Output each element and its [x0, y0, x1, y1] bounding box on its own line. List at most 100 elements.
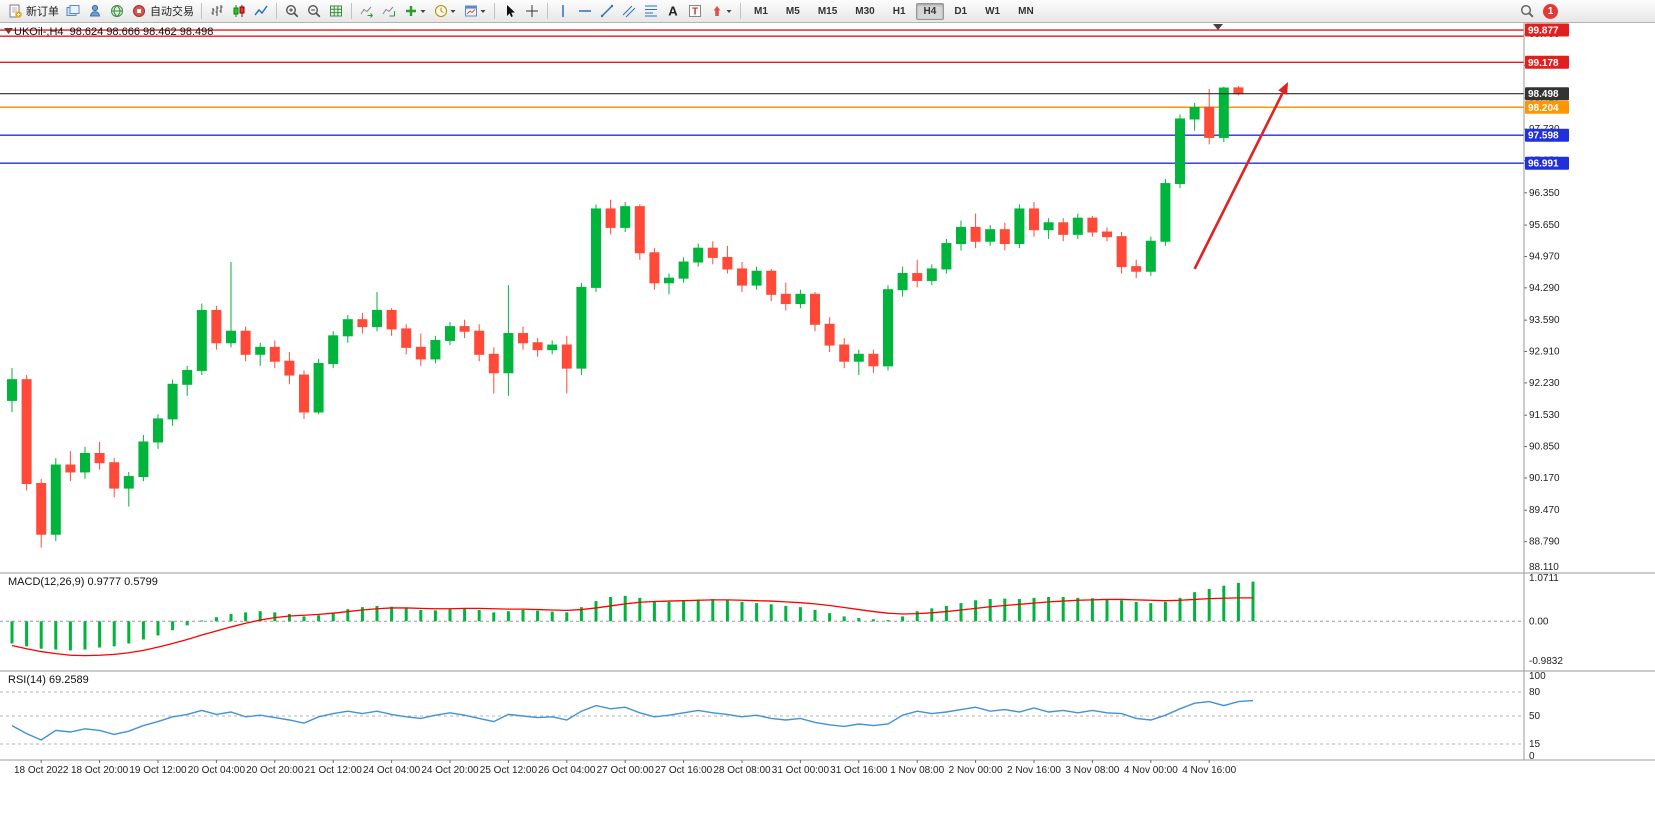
- macd-histogram-bar: [25, 621, 29, 647]
- bearish-candle: [561, 344, 572, 369]
- bearish-candle: [634, 206, 645, 254]
- bullish-candle: [255, 346, 266, 355]
- autotrading-button[interactable]: 自动交易: [128, 1, 197, 21]
- macd-histogram-bar: [1120, 600, 1124, 622]
- toolbar-separator: [201, 3, 202, 19]
- time-label: 24 Oct 04:00: [363, 765, 421, 776]
- bearish-candle: [211, 309, 222, 344]
- bearish-candle: [109, 462, 120, 489]
- candlestick-chart-button[interactable]: [228, 1, 250, 21]
- bar-chart-button[interactable]: [206, 1, 228, 21]
- rsi-axis-label: 50: [1529, 711, 1541, 722]
- macd-pane: 1.0711 0.00 -0.9832: [0, 573, 1563, 667]
- time-label: 25 Oct 12:00: [480, 765, 538, 776]
- bearish-candle: [284, 360, 295, 376]
- price-tick-label: 90.850: [1529, 442, 1560, 453]
- timeframe-h1-button[interactable]: H1: [892, 5, 906, 17]
- horizontal-line-button[interactable]: [574, 1, 596, 21]
- timeframe-m5-button[interactable]: M5: [785, 5, 800, 17]
- market-watch-icon[interactable]: [84, 1, 106, 21]
- macd-histogram-bar: [492, 612, 496, 622]
- bullish-candle: [80, 452, 90, 473]
- macd-histogram-bar: [1193, 592, 1197, 622]
- community-icon[interactable]: [106, 1, 128, 21]
- time-axis[interactable]: 18 Oct 2022 18 Oct 20:00 19 Oct 12:00 20 Oc…: [14, 760, 1237, 776]
- vertical-line-button[interactable]: [552, 1, 574, 21]
- time-label: 3 Nov 08:00: [1065, 765, 1119, 776]
- macd-histogram-bar: [1076, 597, 1080, 622]
- bearish-candle: [1116, 236, 1127, 268]
- price-badge-label: 99.178: [1528, 58, 1559, 69]
- bearish-candle: [415, 346, 426, 360]
- time-label: 18 Oct 20:00: [71, 765, 129, 776]
- search-icon[interactable]: [1516, 1, 1538, 21]
- macd-histogram-bar: [171, 621, 175, 631]
- line-chart-button[interactable]: [250, 1, 272, 21]
- macd-histogram-bar: [536, 610, 540, 622]
- new-order-button[interactable]: 新订单: [4, 1, 62, 21]
- timeframe-m15-button[interactable]: M15: [817, 5, 838, 17]
- notification-badge[interactable]: 1: [1543, 3, 1558, 19]
- macd-histogram-bar: [784, 605, 788, 622]
- arrows-button[interactable]: [706, 1, 736, 21]
- chart-windows-icon[interactable]: [62, 1, 84, 21]
- price-badge-label: 98.204: [1528, 103, 1559, 114]
- bullish-candle: [123, 476, 134, 489]
- macd-histogram-bar: [1047, 597, 1051, 622]
- auto-scroll-button[interactable]: [356, 1, 378, 21]
- indicators-button[interactable]: [400, 1, 430, 21]
- chart-shift-button[interactable]: [378, 1, 400, 21]
- bearish-candle: [999, 229, 1010, 245]
- macd-histogram-bar: [740, 601, 744, 622]
- macd-histogram-bar: [769, 604, 773, 622]
- timeframe-m30-button[interactable]: M30: [855, 5, 875, 17]
- price-tick-label: 89.470: [1529, 505, 1560, 516]
- macd-histogram-bar: [346, 609, 350, 622]
- bullish-candle: [795, 293, 806, 305]
- timeframe-h4-button[interactable]: H4: [915, 2, 945, 20]
- macd-histogram-bar: [1163, 601, 1167, 622]
- macd-histogram-bar: [214, 617, 218, 622]
- periods-button[interactable]: [430, 1, 460, 21]
- one-click-trading-toggle[interactable]: [4, 28, 13, 34]
- time-label: 20 Oct 20:00: [246, 765, 304, 776]
- timeframe-m1-button[interactable]: M1: [754, 5, 768, 17]
- rsi-axis-label: 100: [1529, 671, 1546, 682]
- timeframe-mn-button[interactable]: MN: [1018, 5, 1034, 17]
- timeframe-d1-button[interactable]: D1: [954, 5, 968, 17]
- macd-histogram-bar: [1105, 599, 1109, 622]
- price-tick-label: 91.530: [1529, 410, 1560, 421]
- text-label-button[interactable]: T: [684, 1, 706, 21]
- equidistant-channel-button[interactable]: [618, 1, 640, 21]
- price-badge: [1525, 87, 1569, 101]
- macd-axis-label: -0.9832: [1529, 656, 1563, 667]
- bullish-candle: [167, 383, 178, 420]
- macd-histogram-bar: [506, 611, 510, 622]
- bearish-candle: [488, 353, 499, 374]
- price-tick-label: 94.970: [1529, 251, 1560, 262]
- cursor-button[interactable]: [499, 1, 521, 21]
- bullish-candle: [372, 309, 382, 328]
- templates-button[interactable]: [460, 1, 490, 21]
- macd-histogram-bar: [609, 597, 613, 622]
- trendline-button[interactable]: [596, 1, 618, 21]
- macd-histogram-bar: [185, 621, 189, 626]
- text-button[interactable]: A: [662, 1, 684, 21]
- bullish-candle: [1014, 208, 1025, 245]
- bearish-candle: [868, 353, 879, 367]
- tile-windows-button[interactable]: [325, 1, 347, 21]
- bullish-candle: [153, 418, 163, 443]
- timeframe-w1-button[interactable]: W1: [985, 5, 1001, 17]
- chart-canvas[interactable]: 99.79099.11098.41097.73097.05096.35095.6…: [0, 23, 1655, 823]
- zoom-in-button[interactable]: [281, 1, 303, 21]
- bearish-candle: [474, 330, 485, 355]
- price-badge: [1525, 156, 1569, 170]
- bullish-candle: [664, 277, 674, 284]
- fibonacci-button[interactable]: [640, 1, 662, 21]
- chart-shift-marker[interactable]: [1213, 24, 1223, 30]
- trend-arrow[interactable]: [1193, 82, 1289, 270]
- crosshair-button[interactable]: [521, 1, 543, 21]
- macd-histogram-bar: [404, 608, 408, 622]
- macd-histogram-bar: [857, 618, 861, 622]
- zoom-out-button[interactable]: [303, 1, 325, 21]
